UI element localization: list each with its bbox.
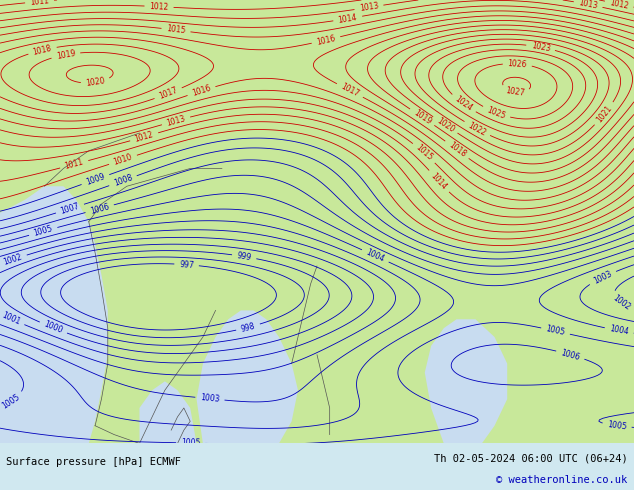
Polygon shape xyxy=(425,319,507,443)
Text: 1012: 1012 xyxy=(149,1,169,12)
Text: 1006: 1006 xyxy=(89,202,110,216)
Text: 1005: 1005 xyxy=(607,420,627,431)
Text: 997: 997 xyxy=(179,260,194,270)
Text: 1019: 1019 xyxy=(411,108,432,126)
Text: 1019: 1019 xyxy=(55,49,76,61)
Text: 1005: 1005 xyxy=(0,392,21,410)
Polygon shape xyxy=(197,311,298,443)
Text: 1000: 1000 xyxy=(42,320,64,336)
Text: 1024: 1024 xyxy=(453,95,474,113)
Text: 1012: 1012 xyxy=(609,0,630,10)
Text: 1005: 1005 xyxy=(33,224,54,238)
Polygon shape xyxy=(0,0,634,443)
Text: 1003: 1003 xyxy=(200,393,220,404)
Text: 1008: 1008 xyxy=(112,173,134,188)
Text: 1014: 1014 xyxy=(429,171,449,192)
Text: 1017: 1017 xyxy=(339,82,361,99)
Polygon shape xyxy=(139,381,197,443)
Text: 999: 999 xyxy=(236,251,252,262)
Text: 1003: 1003 xyxy=(592,269,613,286)
Text: Surface pressure [hPa] ECMWF: Surface pressure [hPa] ECMWF xyxy=(6,457,181,467)
Text: 1004: 1004 xyxy=(365,248,386,264)
Text: © weatheronline.co.uk: © weatheronline.co.uk xyxy=(496,475,628,485)
Text: 1009: 1009 xyxy=(85,172,106,187)
Text: 1015: 1015 xyxy=(414,143,434,163)
Text: 1020: 1020 xyxy=(435,116,456,134)
Text: 1016: 1016 xyxy=(316,33,337,47)
Text: 1005: 1005 xyxy=(181,439,200,448)
Text: 1013: 1013 xyxy=(165,114,186,128)
Text: 1018: 1018 xyxy=(32,44,53,57)
Text: 1006: 1006 xyxy=(560,348,581,362)
Text: 1004: 1004 xyxy=(609,324,630,337)
Text: 1014: 1014 xyxy=(337,13,358,24)
Text: 1007: 1007 xyxy=(60,201,81,216)
Text: 998: 998 xyxy=(240,321,256,334)
Text: 1013: 1013 xyxy=(359,1,379,13)
Text: 1015: 1015 xyxy=(166,24,186,36)
Text: 1002: 1002 xyxy=(611,293,631,312)
Text: 1017: 1017 xyxy=(158,86,179,101)
Text: 1018: 1018 xyxy=(446,141,467,159)
Text: 1002: 1002 xyxy=(3,252,23,267)
Text: 1010: 1010 xyxy=(112,152,134,167)
Text: 1011: 1011 xyxy=(30,0,49,7)
Text: 1027: 1027 xyxy=(505,86,526,98)
Text: 1011: 1011 xyxy=(64,158,84,171)
Text: 1023: 1023 xyxy=(531,41,551,53)
Text: Th 02-05-2024 06:00 UTC (06+24): Th 02-05-2024 06:00 UTC (06+24) xyxy=(434,453,628,464)
Text: 1020: 1020 xyxy=(85,76,106,88)
Text: 1022: 1022 xyxy=(467,121,488,137)
Text: 1013: 1013 xyxy=(578,0,598,11)
Text: 1025: 1025 xyxy=(486,105,507,121)
Text: 1021: 1021 xyxy=(595,103,614,124)
Text: 1016: 1016 xyxy=(191,84,212,98)
Text: 1001: 1001 xyxy=(0,311,22,327)
Text: 1005: 1005 xyxy=(545,324,566,338)
Text: 1012: 1012 xyxy=(134,130,155,144)
Text: 1026: 1026 xyxy=(507,59,527,69)
Polygon shape xyxy=(0,186,108,443)
